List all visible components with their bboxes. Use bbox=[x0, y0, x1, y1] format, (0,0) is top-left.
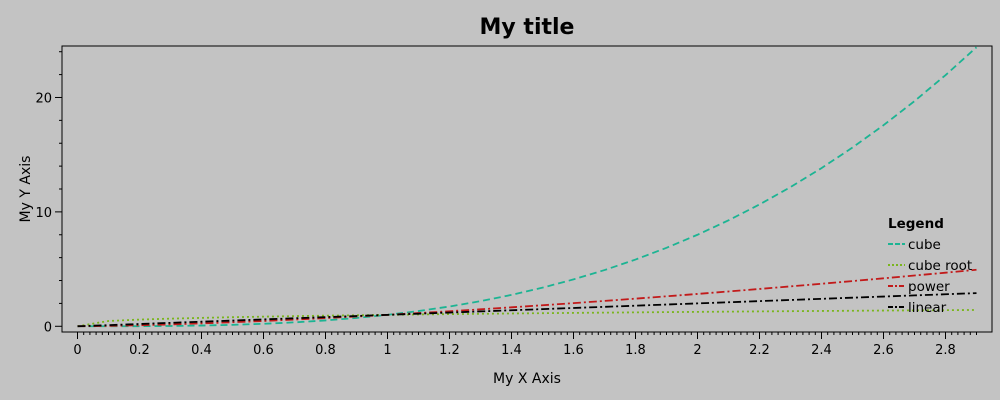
y-axis-label: My Y Axis bbox=[18, 156, 34, 223]
x-tick-label: 1 bbox=[383, 343, 391, 358]
x-tick-label: 0 bbox=[73, 343, 81, 358]
legend-label: power bbox=[908, 279, 950, 295]
x-axis-label: My X Axis bbox=[493, 371, 561, 387]
x-tick-label: 0.2 bbox=[129, 343, 150, 358]
legend-item: cube bbox=[888, 237, 941, 253]
x-tick-label: 1.2 bbox=[439, 343, 460, 358]
y-tick-label: 0 bbox=[44, 320, 52, 335]
legend-label: linear bbox=[908, 300, 947, 316]
legend-item: power bbox=[888, 279, 950, 295]
legend-title: Legend bbox=[888, 216, 944, 232]
plot-area bbox=[61, 45, 993, 333]
x-tick-label: 2.6 bbox=[873, 343, 894, 358]
x-tick-label: 2.4 bbox=[811, 343, 832, 358]
x-tick-label: 2.8 bbox=[935, 343, 956, 358]
y-tick-label: 20 bbox=[35, 91, 52, 106]
x-tick-label: 0.8 bbox=[315, 343, 336, 358]
legend-item: cube root bbox=[888, 258, 972, 274]
series-line-power bbox=[77, 268, 977, 328]
x-tick-label: 1.8 bbox=[625, 343, 646, 358]
legend-label: cube bbox=[908, 237, 941, 253]
legend-label: cube root bbox=[908, 258, 972, 274]
x-tick-label: 2 bbox=[693, 343, 701, 358]
x-tick-label: 0.4 bbox=[191, 343, 212, 358]
y-axis: 0 10 20 bbox=[35, 51, 62, 335]
x-tick-label: 1.6 bbox=[563, 343, 584, 358]
series-line-cube bbox=[77, 46, 978, 328]
chart-title: My title bbox=[480, 15, 575, 40]
y-tick-label: 10 bbox=[35, 206, 52, 221]
legend: Legend cube cube root power linear bbox=[888, 216, 972, 316]
x-tick-label: 0.6 bbox=[253, 343, 274, 358]
legend-item: linear bbox=[888, 300, 947, 316]
series-line-cube-root bbox=[77, 309, 977, 328]
series-line-linear bbox=[77, 292, 977, 328]
x-axis: 0 0.2 0.4 0.6 0.8 1 1.2 1.4 1.6 1.8 2 2.2 2.4 2.6 2.8 bbox=[73, 332, 977, 358]
series-lines bbox=[77, 46, 978, 328]
x-tick-label: 2.2 bbox=[749, 343, 770, 358]
x-tick-label: 1.4 bbox=[501, 343, 522, 358]
